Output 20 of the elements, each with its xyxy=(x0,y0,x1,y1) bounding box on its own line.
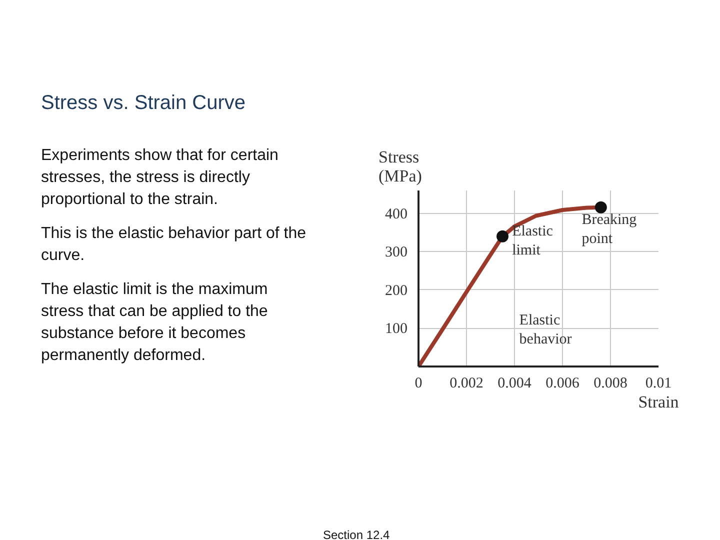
y-tick-label: 200 xyxy=(385,282,408,299)
x-tick-label: 0 xyxy=(414,376,422,392)
text: Stress vs. Strain Curve xyxy=(41,91,246,116)
y-axis-title: Stress (MPa) xyxy=(378,148,422,186)
x-tick-label: 0.004 xyxy=(498,376,532,392)
x-axis-title: Strain xyxy=(638,392,680,412)
text: Experiments show that for certain stresses, the stress is directly proportional to the strain. xyxy=(41,146,280,210)
x-tick-label: 0.01 xyxy=(645,376,672,392)
annotation: Breaking point xyxy=(582,212,638,248)
y-tick-label: 300 xyxy=(385,244,408,261)
x-tick-label: 0.008 xyxy=(594,376,628,392)
text: Section 12.4 xyxy=(323,527,390,540)
annotation: Elastic behavior xyxy=(519,312,572,348)
annotation: Elastic limit xyxy=(512,223,554,259)
text: This is the elastic behavior part of the curve. xyxy=(41,224,308,266)
x-tick-label: 0.006 xyxy=(546,376,580,392)
y-tick-label: 100 xyxy=(385,321,408,338)
text: The elastic limit is the maximum stress that can be applied to the substance before it becomes permanently deformed. xyxy=(41,280,269,366)
y-tick-label: 400 xyxy=(385,206,408,222)
x-tick-label: 0.002 xyxy=(450,376,484,392)
